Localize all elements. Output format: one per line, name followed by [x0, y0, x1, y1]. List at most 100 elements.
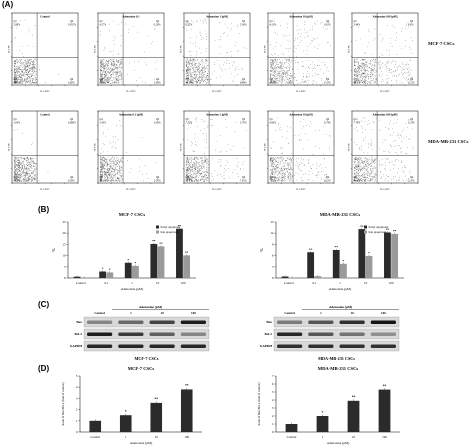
bar-chart: MCF-7 CSCs 0 1 2 3 4 5 Ratio of Bax/Bcl-2 (fold… [61, 366, 202, 445]
blot-strip [273, 316, 400, 328]
q1-label: Q1 [14, 118, 18, 121]
dot-cloud [14, 19, 59, 84]
q3-value: 98.5% [14, 82, 22, 85]
y-axis-label: FL2-PE [264, 143, 267, 151]
bar-early-apoptosis [307, 252, 315, 278]
legend-label: Early apoptosis [161, 225, 182, 229]
protein-band [118, 332, 144, 336]
bar-late-apoptosis [183, 255, 191, 278]
x-tick-label: 1 [322, 435, 324, 439]
q3-label: Q3 [354, 78, 358, 81]
dot-cloud [100, 119, 158, 182]
y-tick-label: 3 [272, 265, 274, 269]
q4-label: Q4 [242, 176, 246, 179]
q2-label: Q2 [326, 20, 330, 23]
legend-label: late apoptosis [161, 230, 179, 234]
legend-swatch-early [156, 225, 159, 229]
protein-band [118, 320, 144, 324]
significance-mark: * [127, 258, 129, 262]
y-tick-label: 4 [272, 398, 274, 402]
q4-value: 0.60% [68, 82, 76, 85]
protein-band [87, 320, 113, 324]
lane-label: 100 [191, 311, 196, 315]
dot-cloud [186, 19, 247, 84]
bar-early-apoptosis [281, 276, 289, 278]
q1-value: 2.44% [354, 24, 362, 27]
chart-title: MDA-MB-231 CSCs [318, 366, 359, 371]
x-tick-label: Control [287, 435, 297, 439]
lane-label: Control [284, 311, 295, 315]
q3-label: Q3 [186, 176, 190, 179]
bar [89, 420, 102, 432]
y-tick-label: 20 [62, 231, 66, 235]
y-tick-label: 5 [272, 390, 274, 394]
x-tick-label: 100 [184, 435, 189, 439]
chart-title: MCF-7 CSCs [128, 366, 155, 371]
bar [119, 415, 132, 432]
plot-frame [97, 12, 165, 86]
q3-value: 90.4% [100, 82, 108, 85]
q2-label: Q2 [410, 118, 414, 121]
y-axis-label: % [259, 248, 264, 252]
significance-mark: * [343, 259, 345, 263]
y-axis-label: % [51, 248, 56, 252]
row-label: MCF-7 CSCs [428, 41, 455, 46]
q3-label: Q3 [186, 78, 190, 81]
y-axis-label: FL2-PE [94, 143, 97, 151]
q2-label: Q2 [70, 118, 74, 121]
protein-label: Bax [266, 320, 272, 324]
bar-early-apoptosis [150, 243, 158, 278]
legend-swatch-early [364, 225, 367, 229]
legend-swatch-late [364, 230, 367, 234]
y-axis-label: FL2-PE [348, 143, 351, 151]
q4-label: Q4 [410, 176, 414, 179]
q1-value: 6.11% [270, 24, 277, 27]
bar-late-apoptosis [391, 233, 399, 278]
lane-label: 10 [161, 311, 165, 315]
panel-c-letter: (C) [38, 300, 50, 309]
q1-label: Q1 [270, 20, 274, 23]
protein-band [149, 320, 175, 324]
q3-label: Q3 [270, 78, 274, 81]
bar [316, 416, 329, 432]
q3-value: 68.5% [354, 82, 362, 85]
protein-band [370, 332, 396, 336]
protein-band [180, 332, 206, 336]
y-tick-label: 2 [272, 414, 274, 418]
plot-title: Adenosine 100 (μM) [373, 113, 398, 117]
significance-mark: ** [352, 396, 356, 400]
bar-early-apoptosis [99, 271, 107, 278]
x-axis-label: FL1-FITC [380, 188, 390, 191]
significance-mark: * [125, 410, 127, 414]
q1-value: 8.15% [186, 24, 194, 27]
q2-label: Q2 [242, 20, 246, 23]
x-tick-label: 100 [389, 281, 394, 285]
y-tick-label: 7 [272, 374, 274, 378]
y-axis-label: FL2-PE [180, 45, 183, 53]
y-tick-label: 0 [76, 430, 78, 434]
plot-title: Adenosine 100 (μM) [373, 15, 398, 19]
protein-band [277, 332, 303, 336]
plot-frame [183, 12, 251, 86]
protein-band [180, 344, 206, 348]
q1-label: Q1 [186, 118, 190, 121]
legend-swatch-late [156, 230, 159, 234]
significance-mark: ** [393, 229, 397, 233]
bar [378, 389, 391, 432]
x-axis-label: Adenosine (μM) [121, 287, 143, 291]
significance-mark: ** [360, 224, 364, 228]
x-axis-label: Adenosine (μM) [130, 441, 152, 445]
y-tick-label: 4 [76, 385, 78, 389]
x-tick-label: 0.1 [312, 281, 316, 285]
significance-mark: * [135, 261, 137, 265]
x-tick-label: 10 [156, 281, 160, 285]
blot-header: Adenosine (μM) [139, 305, 162, 309]
blot-strip [83, 328, 210, 340]
blot-header: Adenosine (μM) [329, 305, 352, 309]
q1-value: 5.45% [100, 122, 108, 125]
